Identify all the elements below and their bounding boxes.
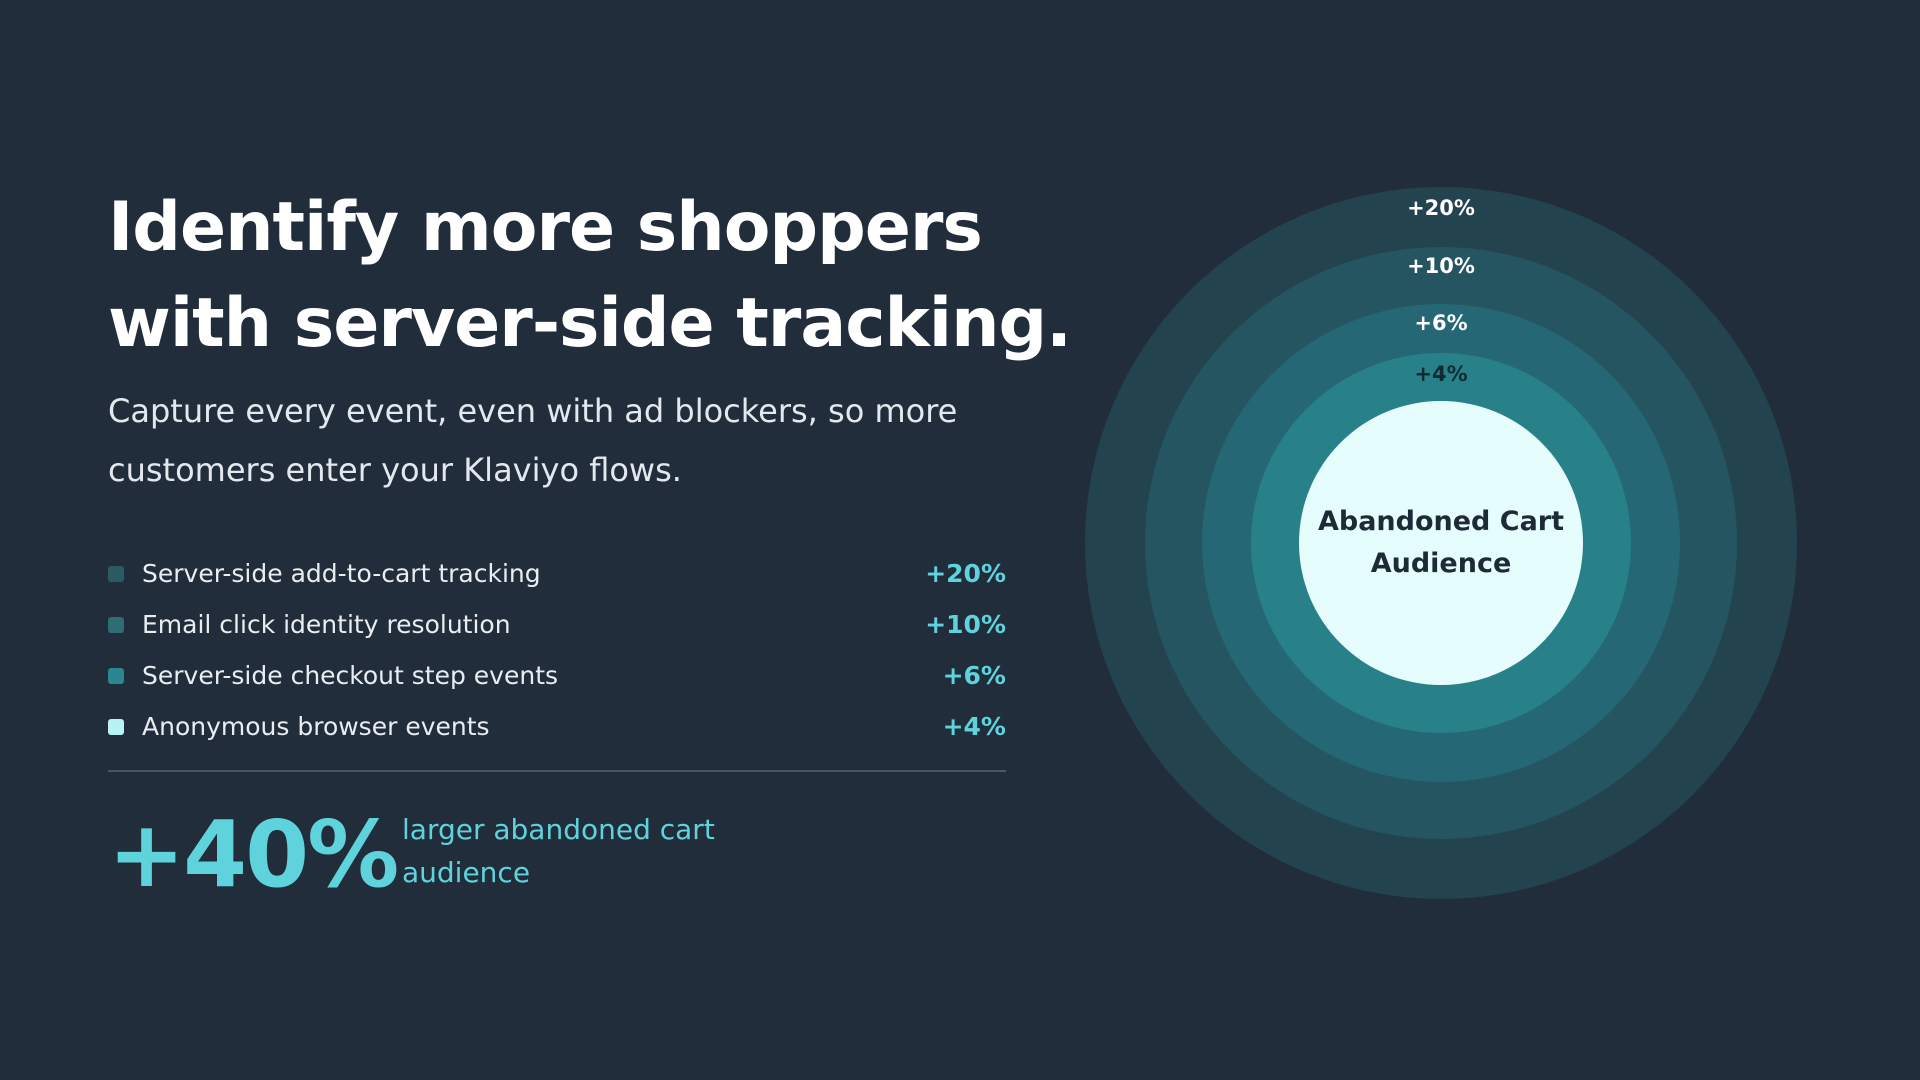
- subtitle: Capture every event, even with ad blocke…: [108, 382, 968, 500]
- ring-label-20: +20%: [1407, 196, 1475, 220]
- list-item-value: +6%: [942, 661, 1006, 690]
- list-item: Anonymous browser events +4%: [108, 701, 1006, 752]
- core-label-line-1: Abandoned Cart: [1317, 506, 1565, 537]
- list-item-label: Server-side checkout step events: [142, 661, 559, 690]
- intro-section: Identify more shoppers with server-side …: [108, 180, 1072, 500]
- headline: Identify more shoppers with server-side …: [108, 180, 1072, 372]
- ring-label-6: +6%: [1414, 311, 1468, 335]
- legend-swatch: [108, 565, 124, 582]
- ring-label-4: +4%: [1414, 362, 1468, 386]
- subtitle-line-2: customers enter your Klaviyo flows.: [108, 451, 682, 489]
- list-item: Email click identity resolution +10%: [108, 599, 1006, 650]
- source-list: Server-side add-to-cart tracking +20% Em…: [108, 548, 1006, 752]
- legend-swatch: [108, 616, 124, 633]
- list-item-value: +10%: [925, 610, 1006, 639]
- list-item: Server-side add-to-cart tracking +20%: [108, 548, 1006, 599]
- list-item-value: +4%: [942, 712, 1006, 741]
- list-item-label: Anonymous browser events: [142, 712, 490, 741]
- audience-rings-diagram: Abandoned Cart Audience +20% +10% +6% +4…: [1085, 187, 1797, 899]
- core-circle: Abandoned Cart Audience: [1299, 401, 1583, 685]
- summary-caption-line-1: larger abandoned cart: [402, 813, 715, 846]
- headline-line-1: Identify more shoppers: [108, 188, 983, 267]
- summary-caption: larger abandoned cart audience: [402, 808, 722, 894]
- summary-value: +40%: [108, 801, 399, 908]
- list-item-label: Server-side add-to-cart tracking: [142, 559, 541, 588]
- legend-swatch: [108, 718, 124, 735]
- headline-line-2: with server-side tracking.: [108, 284, 1072, 363]
- list-item: Server-side checkout step events +6%: [108, 650, 1006, 701]
- list-item-label: Email click identity resolution: [142, 610, 511, 639]
- core-label-line-2: Audience: [1370, 548, 1512, 579]
- list-item-value: +20%: [925, 559, 1006, 588]
- legend-swatch: [108, 667, 124, 684]
- core-label: Abandoned Cart Audience: [1318, 501, 1564, 585]
- divider: [108, 770, 1006, 772]
- summary-caption-line-2: audience: [402, 856, 531, 889]
- ring-label-10: +10%: [1407, 254, 1475, 278]
- subtitle-line-1: Capture every event, even with ad blocke…: [108, 392, 958, 430]
